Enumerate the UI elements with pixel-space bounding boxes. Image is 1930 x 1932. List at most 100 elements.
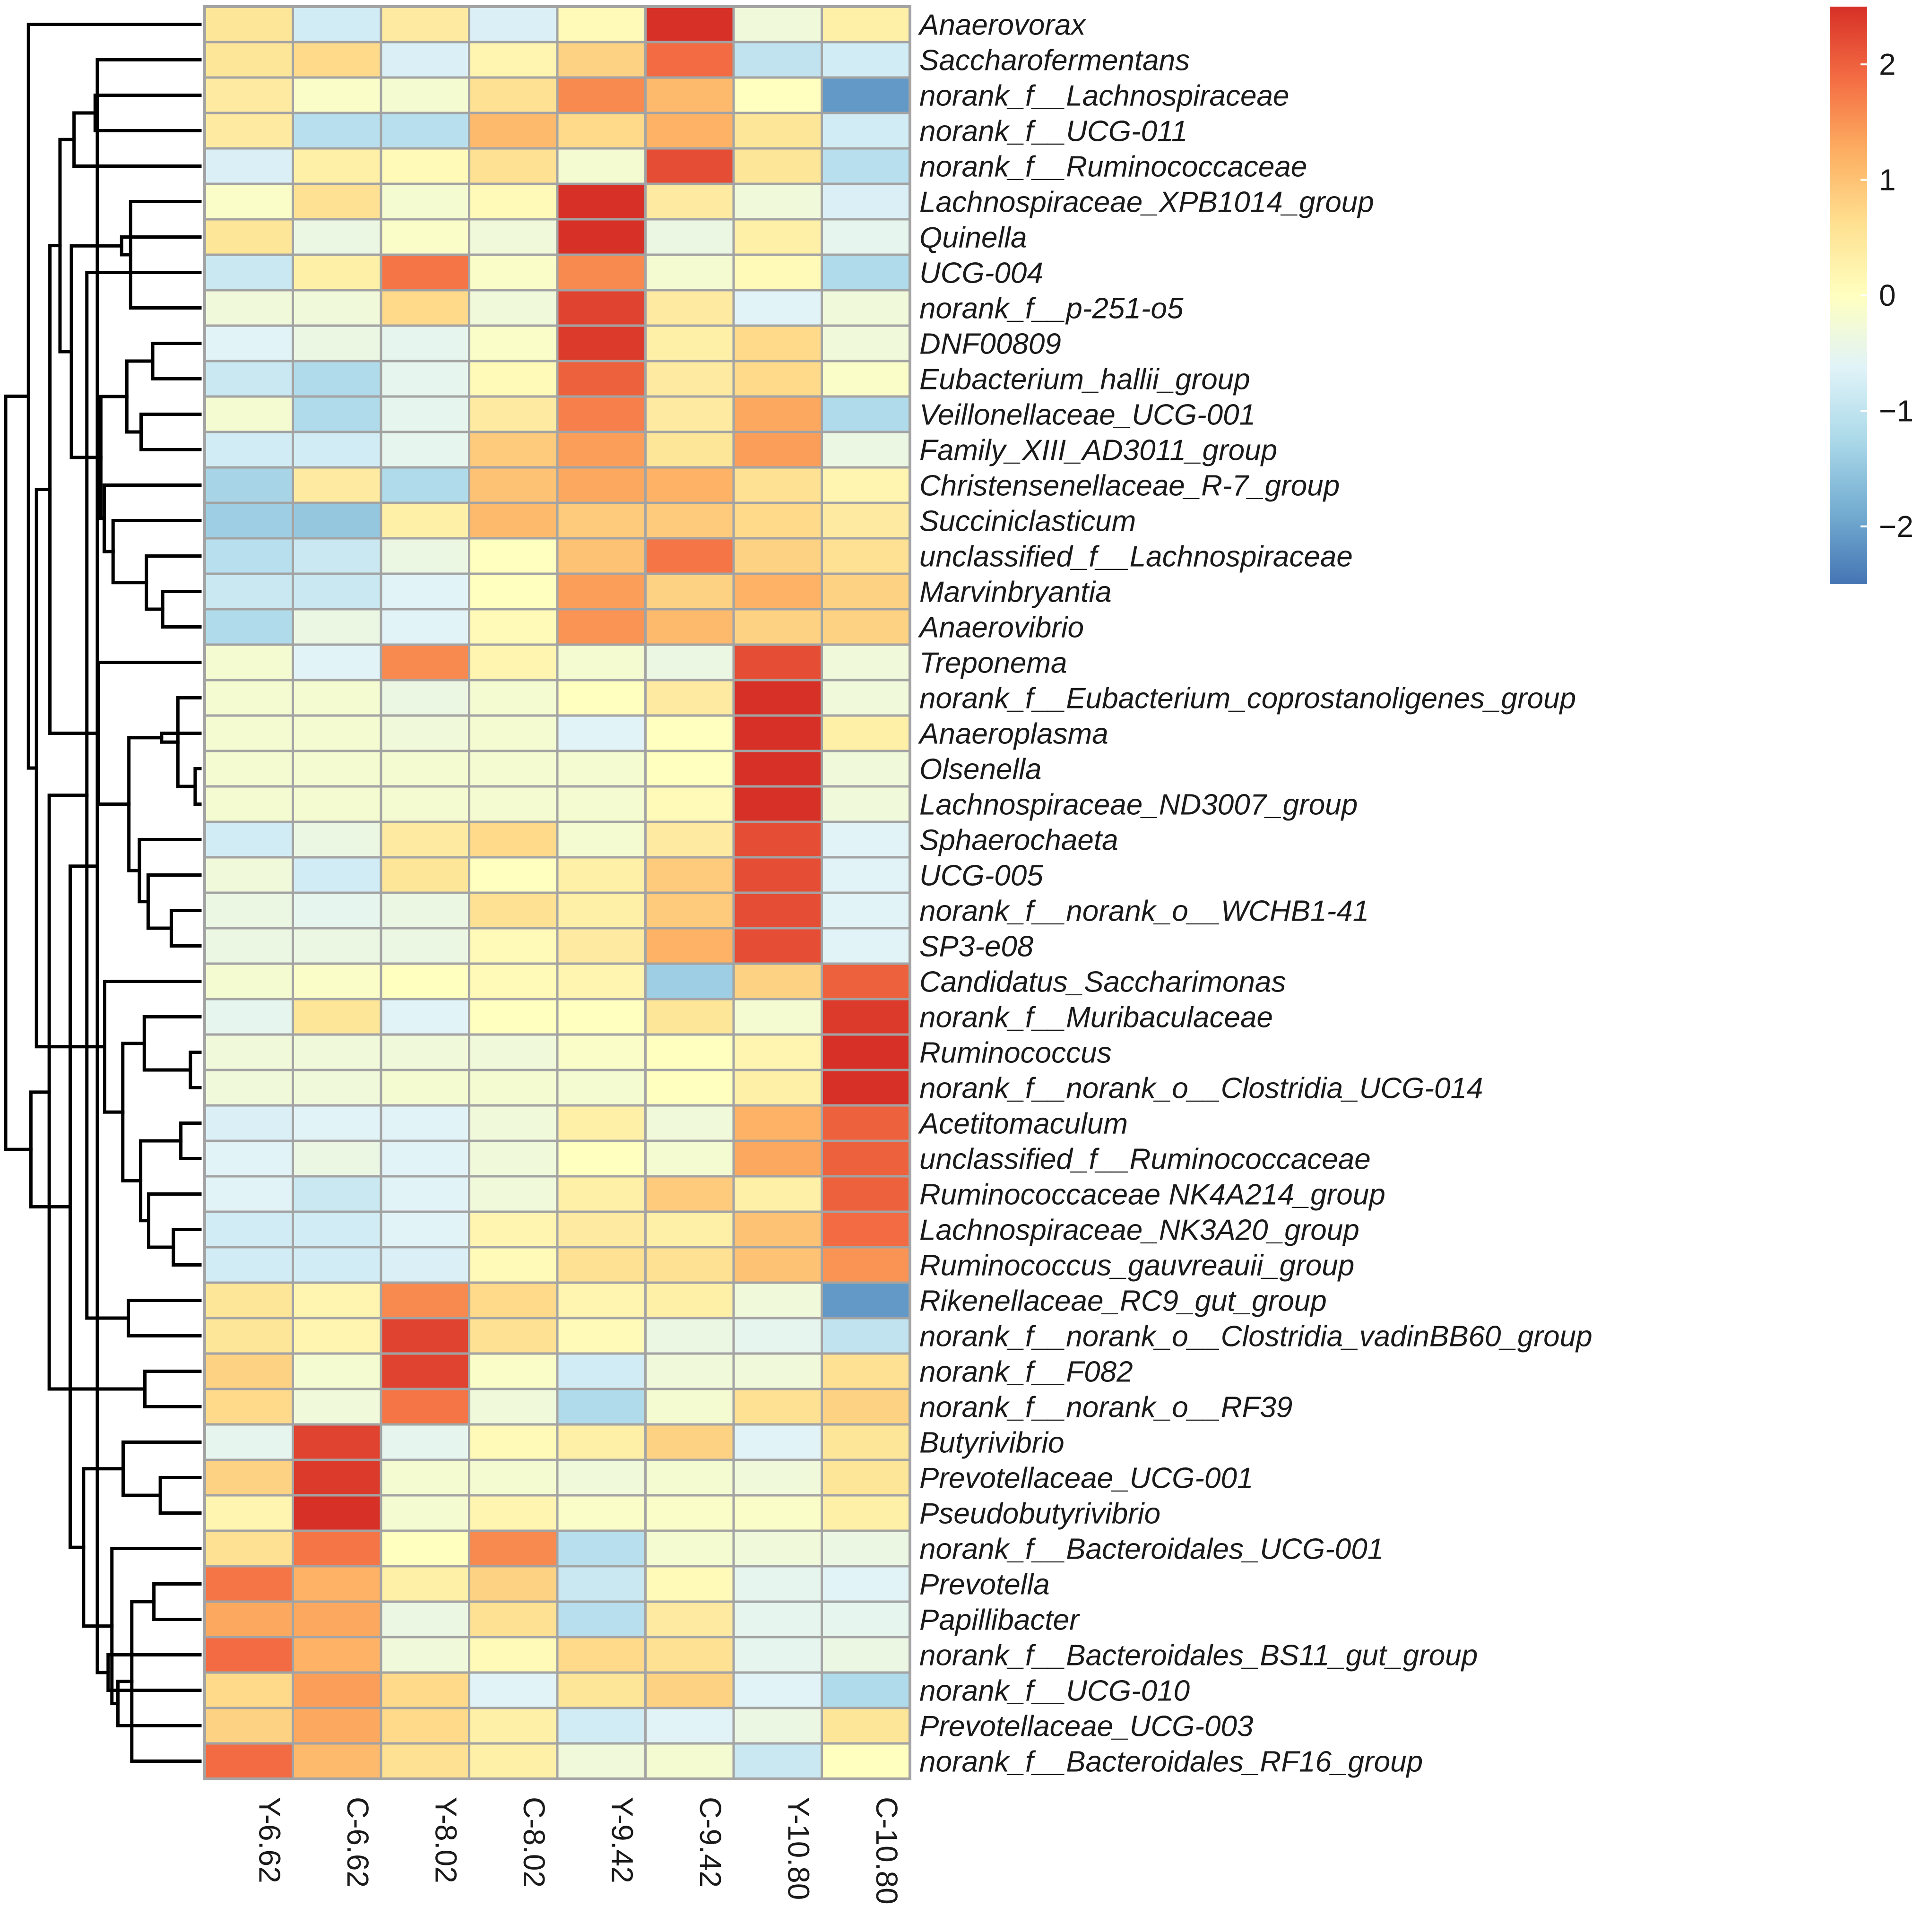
heatmap-cell: [292, 785, 382, 823]
heatmap-cell: [292, 998, 382, 1036]
heatmap-cell: [380, 750, 470, 788]
row-label-norank-f-bacteroidales-bs11-gut-group: norank_f__Bacteroidales_BS11_gut_group: [919, 1639, 1478, 1672]
heatmap-cell: [556, 1317, 647, 1355]
heatmap-cell: [380, 1742, 470, 1780]
heatmap-cell: [732, 1139, 823, 1178]
heatmap-cell: [380, 431, 470, 469]
heatmap-cell: [821, 112, 911, 150]
row-label-ucg-004: UCG-004: [919, 257, 1043, 290]
heatmap-cell: [380, 1175, 470, 1213]
heatmap-cell: [380, 1423, 470, 1461]
heatmap-cell: [644, 5, 735, 43]
heatmap-cell: [732, 537, 823, 575]
heatmap-cell: [821, 679, 911, 717]
heatmap-cell: [821, 750, 911, 788]
row-label-sp3-e08: SP3-e08: [919, 931, 1034, 963]
dendrogram-branch: [169, 909, 202, 948]
row-label-sphaerochaeta: Sphaerochaeta: [919, 824, 1118, 857]
heatmap-cell: [380, 537, 470, 575]
row-label-family-xiii-ad3011-group: Family_XIII_AD3011_group: [919, 434, 1277, 467]
heatmap-cell: [732, 1281, 823, 1320]
heatmap-cell: [821, 1281, 911, 1320]
heatmap-cell: [556, 1742, 647, 1780]
heatmap-cell: [556, 1388, 647, 1426]
heatmap-cell: [468, 750, 559, 788]
heatmap-cell: [468, 1529, 559, 1568]
heatmap-cell: [292, 1671, 382, 1709]
heatmap-cell: [732, 1352, 823, 1390]
heatmap-cell: [203, 927, 294, 965]
dendrogram-branch: [146, 873, 202, 930]
dendrogram-branch: [85, 271, 202, 1320]
heatmap-cell: [468, 856, 559, 894]
heatmap-cell: [644, 891, 735, 930]
heatmap-cell: [203, 750, 294, 788]
heatmap-cell: [821, 785, 911, 823]
heatmap-cell: [556, 714, 647, 752]
row-label-norank-f-ucg-010: norank_f__UCG-010: [919, 1675, 1190, 1708]
heatmap-cell: [292, 1069, 382, 1107]
heatmap-cell: [556, 395, 647, 433]
heatmap-cell: [468, 1069, 559, 1107]
heatmap-cell: [468, 1458, 559, 1497]
heatmap-cell: [821, 856, 911, 894]
heatmap-cell: [732, 1069, 823, 1107]
dendrogram-branch: [139, 413, 202, 451]
dendrogram-branch: [129, 200, 202, 310]
heatmap-cell: [468, 5, 559, 43]
color-legend-tick-label: −2: [1879, 509, 1913, 543]
heatmap-cell: [732, 608, 823, 646]
heatmap-cell: [556, 182, 647, 221]
dendrogram-branch: [95, 58, 202, 1674]
row-label-norank-f-norank-o-clostridia-ucg-014: norank_f__norank_o__Clostridia_UCG-014: [919, 1072, 1483, 1105]
color-legend-tick-label: −1: [1879, 394, 1913, 428]
heatmap-cell: [292, 537, 382, 575]
heatmap-cell: [821, 891, 911, 930]
heatmap-cell: [732, 1494, 823, 1532]
heatmap-cell: [644, 1529, 735, 1568]
heatmap-cell: [468, 253, 559, 292]
heatmap-cell: [468, 1636, 559, 1674]
row-label-norank-f-lachnospiraceae: norank_f__Lachnospiraceae: [919, 80, 1289, 112]
heatmap-cell: [821, 1565, 911, 1603]
heatmap-cell: [380, 1707, 470, 1745]
heatmap-cell: [292, 324, 382, 362]
heatmap-cell: [203, 1210, 294, 1249]
heatmap-cell: [292, 41, 382, 79]
heatmap-cell: [556, 750, 647, 788]
heatmap-cell: [380, 1671, 470, 1709]
heatmap-cell: [203, 608, 294, 646]
row-label-unclassified-f-lachnospiraceae: unclassified_f__Lachnospiraceae: [919, 541, 1353, 573]
color-legend: 2 1 0 −1 −2: [1830, 7, 1913, 584]
heatmap-cell: [732, 1636, 823, 1674]
heatmap-cell: [292, 1565, 382, 1603]
heatmap-cell: [380, 1636, 470, 1674]
row-label-butyrivibrio: Butyrivibrio: [919, 1427, 1065, 1459]
heatmap-cell: [468, 466, 559, 504]
heatmap-cell: [556, 324, 647, 362]
heatmap-cell: [468, 891, 559, 930]
heatmap-cell: [468, 820, 559, 859]
heatmap-cell: [203, 785, 294, 823]
heatmap-cell: [644, 1317, 735, 1355]
heatmap-cell: [732, 289, 823, 327]
row-label-acetitomaculum: Acetitomaculum: [917, 1108, 1128, 1140]
heatmap-cell: [821, 466, 911, 504]
heatmap-cell: [644, 537, 735, 575]
dendrogram-branch: [143, 1370, 202, 1408]
heatmap-cell: [644, 1565, 735, 1603]
heatmap-cell: [732, 218, 823, 256]
heatmap-cell: [821, 1600, 911, 1639]
heatmap-cell: [732, 147, 823, 185]
heatmap-cell: [203, 714, 294, 752]
heatmap-cell: [556, 1175, 647, 1213]
heatmap-cell: [380, 1352, 470, 1390]
heatmap-cell: [732, 1423, 823, 1461]
heatmap-cell: [732, 182, 823, 221]
heatmap-cell: [380, 608, 470, 646]
heatmap-cell: [203, 5, 294, 43]
heatmap-cell: [292, 1033, 382, 1071]
heatmap-cell: [644, 324, 735, 362]
heatmap-cell: [644, 998, 735, 1036]
heatmap-cell: [292, 643, 382, 681]
